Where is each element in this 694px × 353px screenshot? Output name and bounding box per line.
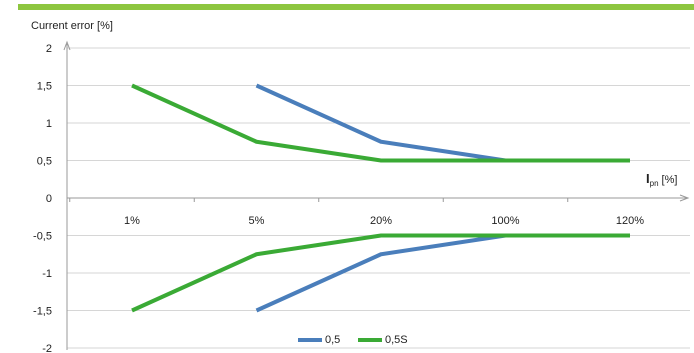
series-layer [131,83,630,313]
y-tick-label: 1 [46,118,52,130]
top-accent-bar [18,4,694,10]
x-tick-label: 100% [491,215,519,227]
x-axis-unit: [%] [662,174,678,186]
x-axis-title: Ipn [%] [646,171,677,188]
y-axis-arrow [63,40,71,51]
y-tick-label: 0,5 [37,156,52,168]
y-tick-label: -1 [42,268,52,280]
y-tick-label: -0,5 [33,231,52,243]
legend-label: 0,5S [385,334,408,346]
y-axis-title: Current error [%] [31,20,113,32]
series-line-upper-1 [131,83,630,163]
x-axis-arrow [679,194,690,202]
y-tick-label: 1,5 [37,81,52,93]
x-axis-symbol: I [646,171,650,186]
y-tick-label: 0 [46,193,52,205]
x-tick-label: 5% [249,215,265,227]
y-tick-label: 2 [46,43,52,55]
label-layer: Current error [%] Ipn [%] [31,20,677,188]
x-tick-label: 120% [616,215,644,227]
y-tick-label: -1,5 [33,306,52,318]
legend: 0,5 0,5S [298,334,408,346]
axis-layer: 2 1,5 1 0,5 0 -0,5 -1 -1,5 -2 1% 5% 20% 100% 120% [33,40,690,353]
x-axis-subscript: pn [650,179,659,188]
x-tick-label: 1% [124,215,140,227]
x-tick-label: 20% [370,215,392,227]
series-line-lower-1 [131,233,630,313]
legend-label: 0,5 [325,334,340,346]
y-tick-label: -2 [42,343,52,353]
